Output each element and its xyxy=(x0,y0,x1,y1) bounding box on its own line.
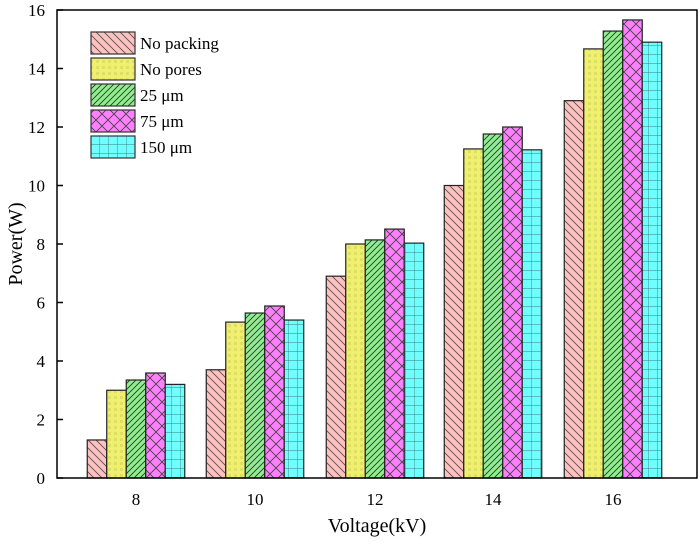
bar-No-packing-8 xyxy=(86,439,108,479)
bar-150-um-10 xyxy=(283,319,305,479)
bar-25-um-16 xyxy=(602,30,624,479)
bar-No-packing-12 xyxy=(325,275,347,479)
legend-label: 75 μm xyxy=(140,112,184,131)
x-tick-label: 14 xyxy=(485,490,503,509)
y-tick-label: 6 xyxy=(37,294,46,313)
legend-swatch xyxy=(90,31,136,55)
bar-75-um-10 xyxy=(264,305,285,479)
bar-75-um-8 xyxy=(145,372,166,479)
legend-swatch xyxy=(90,83,136,107)
x-tick-label: 10 xyxy=(247,490,264,509)
bar-No-pores-8 xyxy=(106,389,127,479)
y-tick-label: 0 xyxy=(37,469,46,488)
bar-No-packing-14 xyxy=(443,184,465,479)
y-tick-label: 10 xyxy=(28,177,45,196)
bar-No-pores-12 xyxy=(345,243,366,479)
bar-150-um-12 xyxy=(403,242,425,479)
bar-No-pores-14 xyxy=(463,148,484,479)
bar-150-um-8 xyxy=(164,383,186,479)
bar-75-um-16 xyxy=(622,19,643,479)
x-tick-label: 8 xyxy=(132,490,141,509)
bar-25-um-8 xyxy=(125,379,147,479)
bar-No-pores-10 xyxy=(225,321,246,479)
y-axis-label: Power(W) xyxy=(5,202,27,285)
x-tick-label: 16 xyxy=(605,490,622,509)
y-tick-label: 12 xyxy=(28,118,45,137)
legend-swatch xyxy=(90,57,136,81)
bar-25-um-14 xyxy=(482,133,504,479)
bar-No-pores-16 xyxy=(583,48,604,479)
bar-No-packing-10 xyxy=(205,369,227,479)
legend-label: 25 μm xyxy=(140,86,184,105)
bar-150-um-16 xyxy=(641,41,663,479)
bar-150-um-14 xyxy=(521,149,543,479)
legend-label: No pores xyxy=(140,60,202,79)
y-tick-label: 8 xyxy=(37,235,46,254)
x-tick-label: 12 xyxy=(367,490,384,509)
legend-label: 150 μm xyxy=(140,138,192,157)
y-tick-label: 2 xyxy=(37,411,46,430)
bar-25-um-12 xyxy=(364,239,386,479)
y-tick-label: 4 xyxy=(37,352,46,371)
y-tick-label: 14 xyxy=(28,60,46,79)
x-axis-label: Voltage(kV) xyxy=(328,515,427,537)
bar-25-um-10 xyxy=(244,312,266,479)
legend-swatch xyxy=(90,109,136,133)
bar-75-um-12 xyxy=(384,228,405,479)
legend-label: No packing xyxy=(140,34,219,53)
y-tick-label: 16 xyxy=(28,1,45,20)
legend-swatch xyxy=(90,135,136,159)
bar-75-um-14 xyxy=(502,126,523,479)
bar-No-packing-16 xyxy=(563,100,585,479)
